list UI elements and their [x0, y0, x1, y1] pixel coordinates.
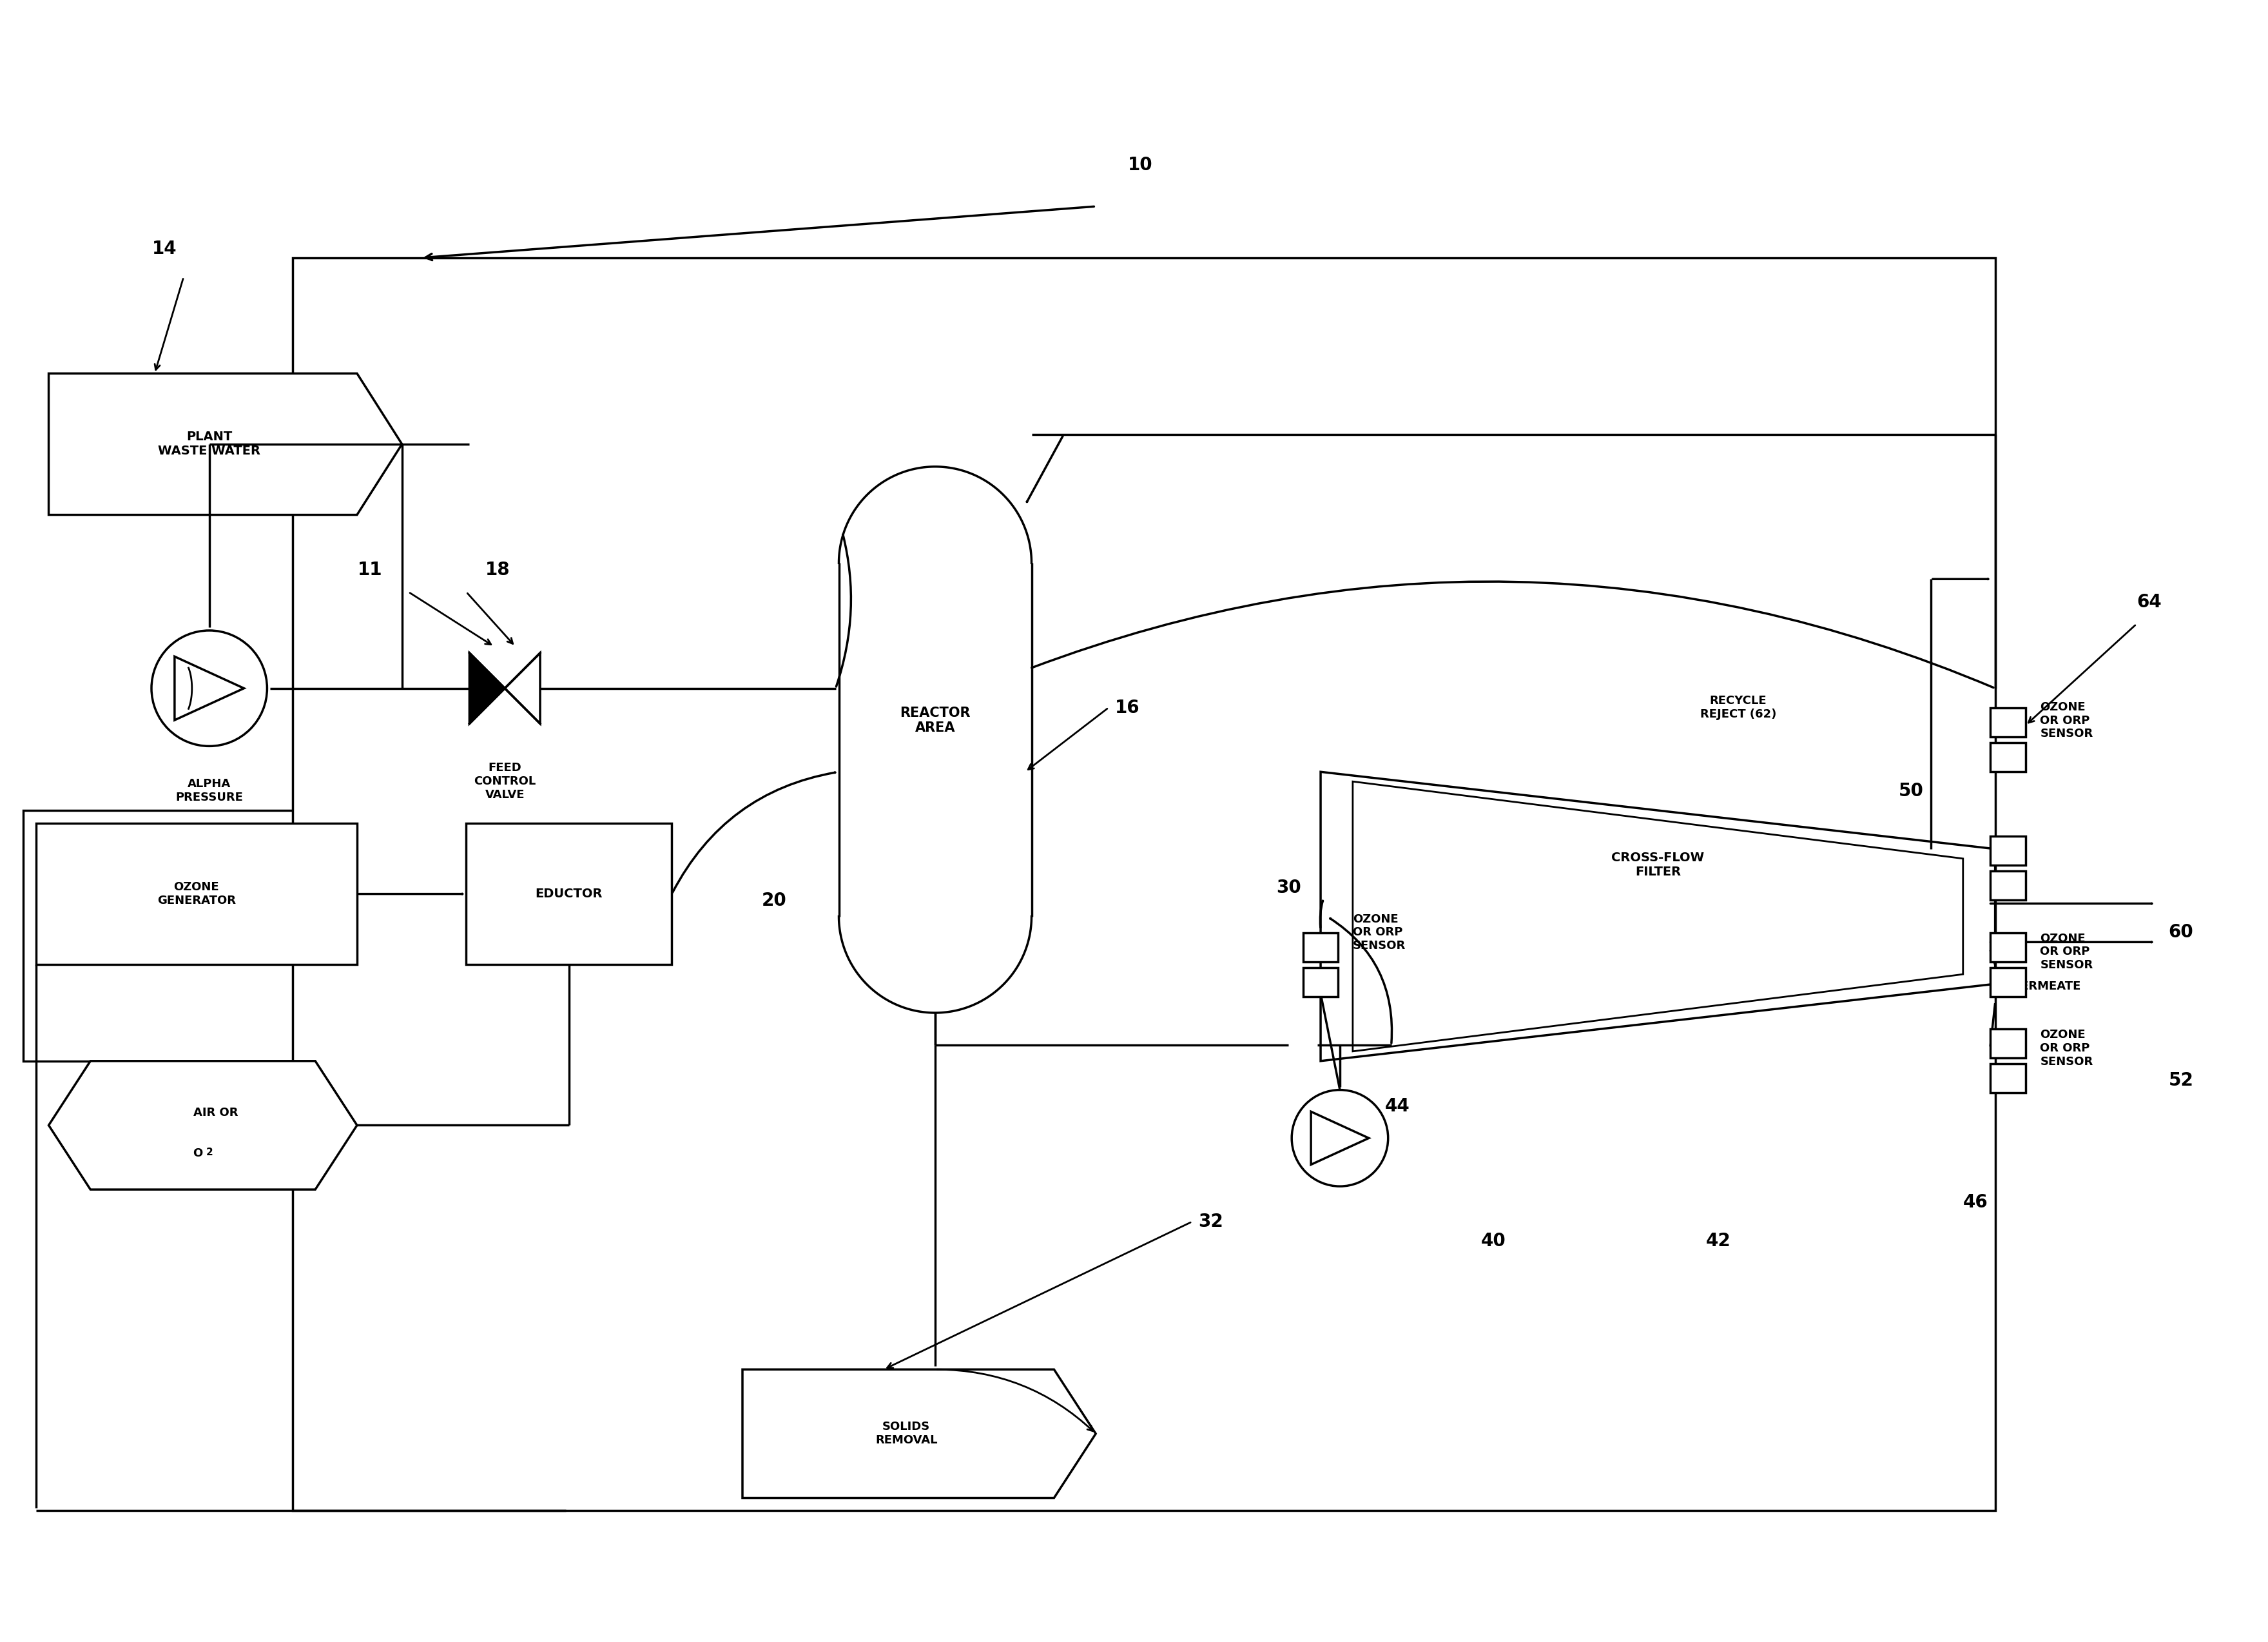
Bar — [1991, 1064, 2025, 1094]
Text: 44: 44 — [1386, 1097, 1411, 1115]
Bar — [293, 258, 1996, 1511]
Text: OZONE
GENERATOR: OZONE GENERATOR — [156, 882, 236, 906]
Text: ALPHA
PRESSURE: ALPHA PRESSURE — [175, 778, 243, 803]
Circle shape — [152, 631, 268, 745]
Polygon shape — [506, 654, 540, 724]
Bar — [1302, 967, 1338, 997]
Text: OZONE
OR ORP
SENSOR: OZONE OR ORP SENSOR — [2041, 1030, 2093, 1067]
Polygon shape — [742, 1369, 1095, 1498]
Text: PLANT
WASTE WATER: PLANT WASTE WATER — [159, 430, 261, 458]
Text: 40: 40 — [1481, 1232, 1506, 1250]
Circle shape — [1293, 1090, 1388, 1186]
Text: 32: 32 — [1198, 1213, 1222, 1230]
Text: OZONE
OR ORP
SENSOR: OZONE OR ORP SENSOR — [1352, 913, 1406, 952]
Bar — [23, 811, 370, 1061]
Bar — [1991, 933, 2025, 962]
Text: SOLIDS
REMOVAL: SOLIDS REMOVAL — [875, 1422, 937, 1447]
Text: 16: 16 — [1116, 698, 1141, 716]
Text: 42: 42 — [1706, 1232, 1730, 1250]
Text: 14: 14 — [152, 240, 177, 258]
Polygon shape — [469, 654, 506, 724]
Text: PERMEATE: PERMEATE — [2012, 980, 2080, 992]
Text: 2: 2 — [206, 1148, 213, 1158]
Polygon shape — [48, 1061, 356, 1189]
Polygon shape — [48, 373, 401, 516]
Text: RECYCLE
REJECT (62): RECYCLE REJECT (62) — [1701, 695, 1776, 721]
Polygon shape — [1320, 772, 1996, 1061]
Text: 64: 64 — [2136, 593, 2161, 611]
Text: O: O — [193, 1148, 202, 1159]
Text: REACTOR
AREA: REACTOR AREA — [900, 706, 971, 734]
Text: 30: 30 — [1277, 878, 1302, 897]
Text: CROSS-FLOW
FILTER: CROSS-FLOW FILTER — [1613, 852, 1703, 878]
Text: AIR OR: AIR OR — [193, 1107, 238, 1118]
Text: 20: 20 — [762, 892, 787, 910]
Bar — [467, 823, 671, 964]
Bar — [1302, 933, 1338, 962]
Text: 18: 18 — [485, 562, 510, 580]
Text: 52: 52 — [2168, 1071, 2193, 1089]
Text: 60: 60 — [2168, 923, 2193, 941]
Bar — [1991, 708, 2025, 737]
Polygon shape — [1352, 782, 1964, 1051]
Bar — [1991, 742, 2025, 772]
Bar — [1991, 1030, 2025, 1057]
Text: EDUCTOR: EDUCTOR — [535, 888, 603, 900]
Bar — [1991, 836, 2025, 865]
Text: 11: 11 — [358, 562, 383, 580]
Text: 10: 10 — [1127, 156, 1152, 174]
Bar — [1991, 872, 2025, 900]
Text: 46: 46 — [1964, 1194, 1989, 1212]
Text: OZONE
OR ORP
SENSOR: OZONE OR ORP SENSOR — [2041, 701, 2093, 739]
Text: OZONE
OR ORP
SENSOR: OZONE OR ORP SENSOR — [2041, 933, 2093, 970]
Bar — [36, 823, 356, 964]
Text: 50: 50 — [1898, 782, 1923, 800]
Bar — [1991, 967, 2025, 997]
Polygon shape — [1311, 1112, 1370, 1164]
Polygon shape — [175, 657, 245, 721]
Text: FEED
CONTROL
VALVE: FEED CONTROL VALVE — [474, 762, 535, 801]
